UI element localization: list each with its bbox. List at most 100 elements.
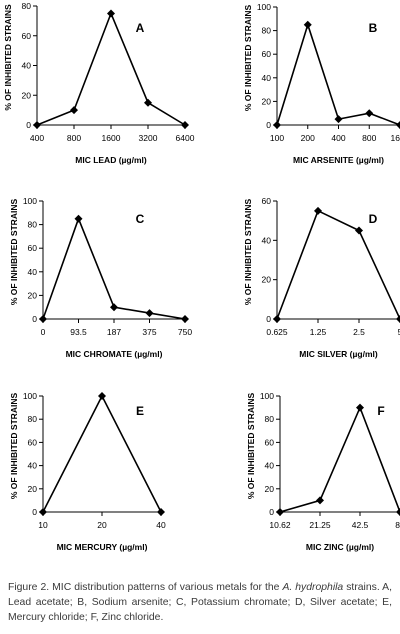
x-tick-label: 200 [301, 133, 315, 143]
y-tick-label: 60 [262, 49, 272, 59]
x-tick-label: 750 [178, 327, 192, 337]
x-tick-label: 1600 [391, 133, 400, 143]
series-line-f [279, 405, 400, 513]
x-tick-label: 800 [67, 133, 81, 143]
x-tick-label: 375 [142, 327, 156, 337]
data-point [181, 315, 189, 323]
y-axis-label-b: % OF INHIBITED STRAINS [243, 5, 253, 112]
x-tick-label: 42.5 [352, 520, 369, 530]
y-tick-label: 100 [260, 391, 274, 401]
x-tick-label: 20 [97, 520, 107, 530]
chart-panel-e: 0 20 40 60 80 100 10 20 40 E MIC MERCURY (µg/ml) % … [9, 391, 166, 552]
y-tick-label: 0 [266, 314, 271, 324]
caption-text-end: strains. A, Lead acetate; B, Sodium arse… [8, 582, 392, 623]
data-point [303, 20, 312, 29]
data-point [33, 121, 41, 129]
x-tick-label: 21.25 [309, 520, 331, 530]
caption-species: A. hydrophila [282, 582, 344, 593]
x-tick-label: 800 [362, 133, 376, 143]
y-tick-label: 20 [265, 484, 275, 494]
x-axis-label-a: MIC LEAD (µg/ml) [75, 155, 147, 165]
panel-label-c: C [136, 212, 145, 226]
y-tick-label: 0 [26, 120, 31, 130]
x-axis-label-d: MIC SILVER (µg/ml) [299, 349, 378, 359]
x-tick-label: 40 [156, 520, 166, 530]
y-tick-label: 20 [28, 290, 38, 300]
panel-label-a: A [136, 21, 145, 35]
y-tick-label: 100 [257, 2, 271, 12]
y-tick-label: 40 [28, 461, 38, 471]
chart-panel-b: 0 20 40 60 80 100 100 200 400 800 1600 B MIC ARSENIT… [243, 2, 400, 165]
chart-panel-f: 0 20 40 60 80 100 10.62 21.25 42.5 85 F MIC ZINC (µ… [246, 391, 400, 552]
y-tick-label: 0 [266, 120, 271, 130]
y-tick-label: 0 [32, 314, 37, 324]
data-point [107, 9, 115, 18]
x-tick-label: 85 [395, 520, 400, 530]
y-tick-label: 40 [262, 235, 272, 245]
figure-caption: Figure 2. MIC distribution patterns of v… [8, 580, 392, 625]
data-point [356, 403, 364, 412]
x-axis-label-f: MIC ZINC (µg/ml) [306, 542, 374, 552]
y-axis-label-a: % OF INHIBITED STRAINS [3, 4, 13, 111]
chart-panel-c: 0 20 40 60 80 100 0 93.5 187 375 750 C MIC CHROMATE … [9, 196, 192, 359]
data-point [314, 206, 322, 215]
y-tick-label: 40 [262, 73, 272, 83]
data-point [181, 121, 189, 129]
data-point [396, 508, 400, 516]
data-point [334, 115, 343, 124]
y-tick-label: 20 [22, 90, 32, 100]
series-line-a [36, 11, 186, 126]
data-point [74, 214, 83, 223]
data-point [98, 392, 106, 400]
y-tick-label: 80 [28, 414, 38, 424]
y-tick-label: 100 [23, 196, 37, 206]
y-tick-label: 40 [22, 61, 32, 71]
x-tick-label: 6400 [176, 133, 195, 143]
x-tick-label: 3200 [139, 133, 158, 143]
y-axis-label-c: % OF INHIBITED STRAINS [9, 199, 19, 306]
data-point [396, 315, 400, 323]
panel-label-d: D [369, 212, 378, 226]
y-tick-label: 20 [262, 96, 272, 106]
data-point [144, 98, 152, 107]
x-tick-label: 93.5 [70, 327, 87, 337]
x-tick-label: 400 [30, 133, 44, 143]
data-point [273, 121, 281, 129]
data-point [70, 106, 78, 115]
x-tick-label: 10 [38, 520, 48, 530]
y-tick-label: 20 [28, 484, 38, 494]
chart-panel-d: 0 20 40 60 0.625 1.25 2.5 5 D MIC SILVER (µg/ml)%… [243, 196, 400, 359]
data-point [39, 508, 47, 516]
y-tick-label: 80 [28, 220, 38, 230]
caption-text-start: Figure 2. MIC distribution patterns of v… [8, 582, 283, 593]
series-line-d [276, 209, 400, 320]
y-tick-label: 0 [269, 507, 274, 517]
x-tick-label: 0.625 [266, 327, 288, 337]
panel-label-f: F [377, 404, 384, 418]
x-tick-label: 10.62 [269, 520, 291, 530]
x-tick-label: 1.25 [310, 327, 327, 337]
data-point [273, 315, 281, 323]
x-axis-label-c: MIC CHROMATE (µg/ml) [66, 349, 163, 359]
chart-panel-a: 0 20 40 60 80 400 800 1600 3200 6400 A MIC LEAD (µg… [3, 1, 195, 165]
y-tick-label: 80 [22, 1, 32, 11]
x-tick-label: 0 [41, 327, 46, 337]
y-tick-label: 60 [262, 196, 272, 206]
data-point [39, 315, 47, 323]
x-tick-label: 5 [398, 327, 400, 337]
x-tick-label: 187 [107, 327, 121, 337]
panel-label-e: E [136, 404, 144, 418]
panel-label-b: B [369, 21, 378, 35]
y-tick-label: 40 [28, 267, 38, 277]
y-tick-label: 60 [28, 437, 38, 447]
x-tick-label: 400 [331, 133, 345, 143]
y-tick-label: 80 [262, 26, 272, 36]
y-tick-label: 40 [265, 461, 275, 471]
y-axis-label-d: % OF INHIBITED STRAINS [243, 199, 253, 306]
x-tick-label: 100 [270, 133, 284, 143]
x-axis-label-b: MIC ARSENITE (µg/ml) [293, 155, 384, 165]
y-tick-label: 20 [262, 275, 272, 285]
data-point [316, 496, 324, 505]
data-point [396, 121, 400, 129]
series-line-b [276, 22, 400, 126]
